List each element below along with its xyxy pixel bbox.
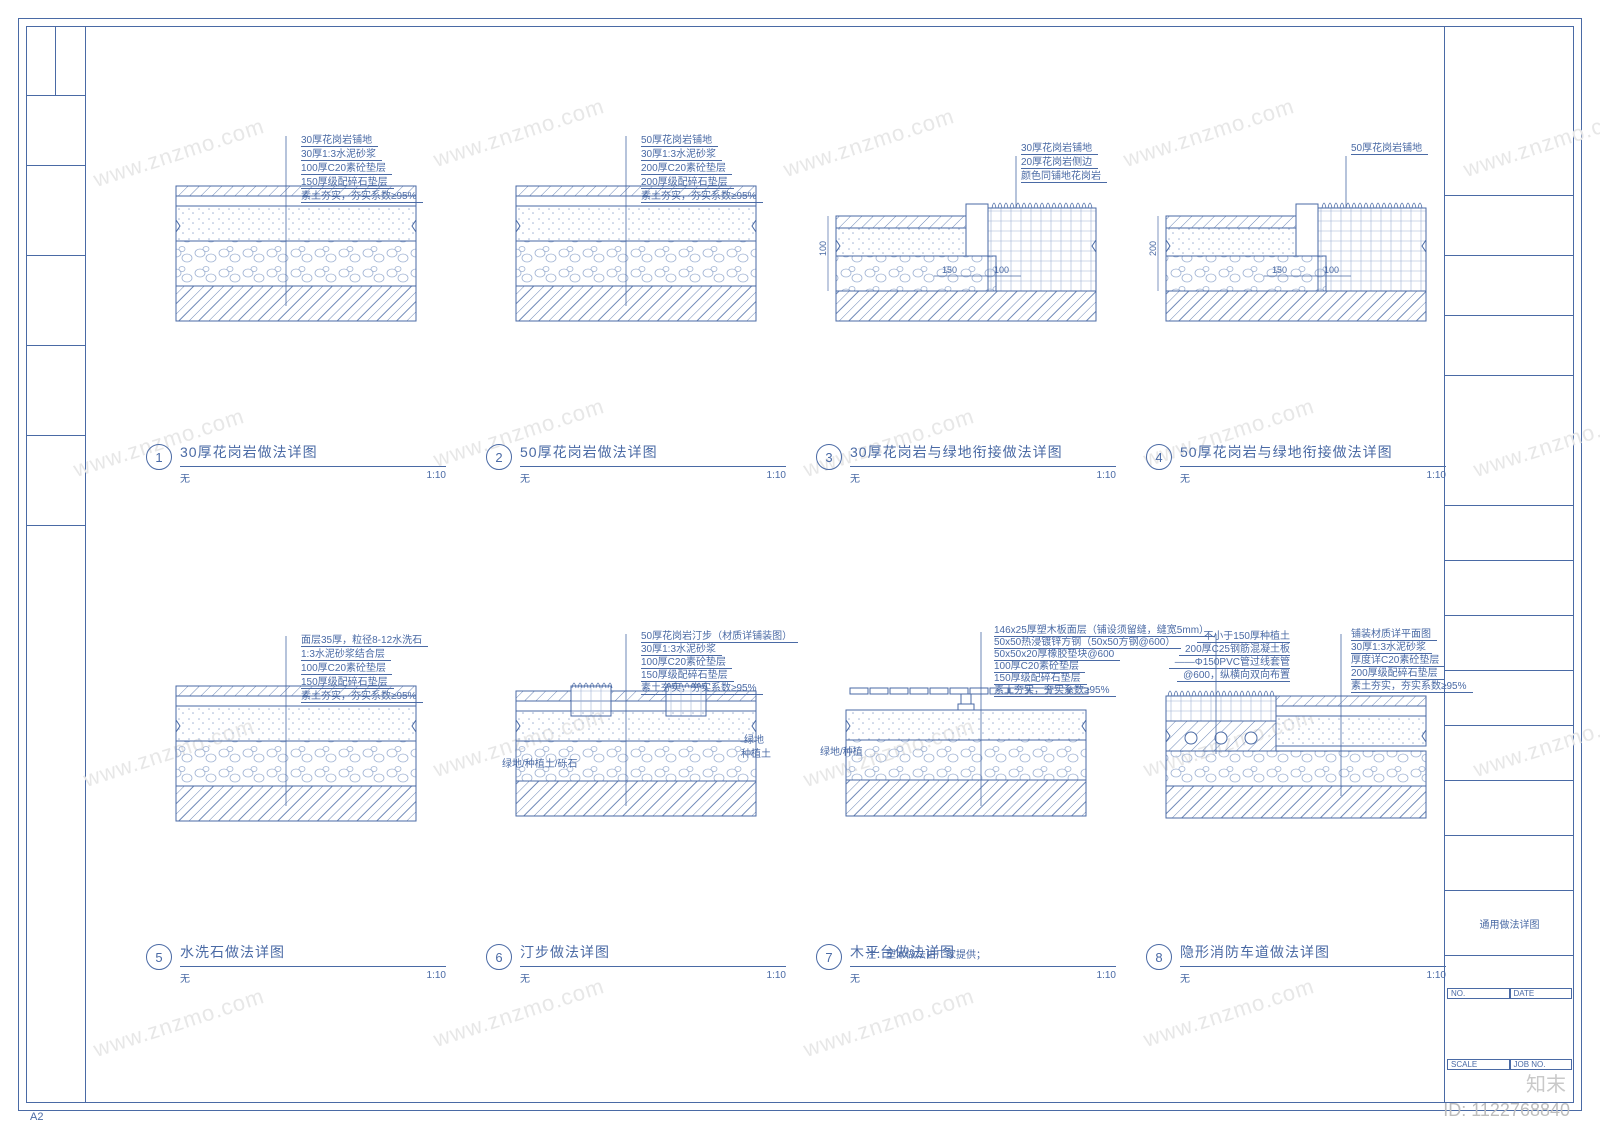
detail-5: 面层35厚，粒径8-12水洗石 1:3水泥砂浆结合层 100厚C20素砼垫层 1… — [136, 566, 456, 1006]
detail-subleft: 无 — [850, 970, 860, 985]
title-block-cell — [1445, 561, 1574, 616]
detail-6: 50厚花岗岩汀步（材质详铺装图） 30厚1:3水泥砂浆 100厚C20素砼垫层 … — [476, 566, 796, 1006]
detail-scale: 1:10 — [1097, 470, 1116, 485]
detail-scale: 1:10 — [1427, 970, 1446, 985]
svg-text:100: 100 — [994, 265, 1009, 275]
detail-7: 146x25厚塑木板面层（铺设须留缝，缝宽5mm） 50x50热浸镀锌方钢（50… — [806, 566, 1126, 1006]
left-binding-strip — [26, 26, 86, 1103]
left-strip-cell — [26, 436, 85, 526]
title-block-cell — [1445, 726, 1574, 781]
svg-text:100: 100 — [818, 241, 828, 256]
detail-3: 150 100 100 30厚花岗岩铺地 20厚花岗岩侧边 颜色同铺地花岗岩 3… — [806, 66, 1126, 506]
svg-text:150: 150 — [942, 265, 957, 275]
title-block-cell — [1445, 256, 1574, 316]
drawing-area: 30厚花岗岩铺地 30厚1:3水泥砂浆 100厚C20素砼垫层 150厚级配碎石… — [96, 46, 1430, 1083]
detail-title: 水洗石做法详图 — [180, 942, 446, 967]
drawing-sheet: 通用做法详图NO.DATESCALEJOB NO. A2 www.znzmo.c… — [0, 0, 1600, 1129]
title-block-cell — [1445, 196, 1574, 256]
section-drawing: 50厚花岗岩汀步（材质详铺装图） 30厚1:3水泥砂浆 100厚C20素砼垫层 … — [486, 626, 786, 886]
detail-scale: 1:10 — [1097, 970, 1116, 985]
detail-scale: 1:10 — [1427, 470, 1446, 485]
detail-subleft: 无 — [1180, 970, 1190, 985]
detail-title: 汀步做法详图 — [520, 942, 786, 967]
detail-number-bubble: 6 — [486, 944, 512, 970]
detail-scale: 1:10 — [427, 970, 446, 985]
detail-number-bubble: 5 — [146, 944, 172, 970]
left-strip-cell — [26, 346, 85, 436]
detail-number-bubble: 7 — [816, 944, 842, 970]
title-block-cell — [1445, 836, 1574, 891]
detail-number-bubble: 4 — [1146, 444, 1172, 470]
detail-title: 50厚花岗岩做法详图 — [520, 442, 786, 467]
detail-number-bubble: 1 — [146, 444, 172, 470]
section-drawing: 30厚花岗岩铺地 30厚1:3水泥砂浆 100厚C20素砼垫层 150厚级配碎石… — [146, 126, 446, 386]
detail-title-row: 1 30厚花岗岩做法详图 无 1:10 — [146, 442, 446, 488]
left-strip-cell — [26, 256, 85, 346]
detail-title-row: 5 水洗石做法详图 无 1:10 — [146, 942, 446, 988]
paper-size-label: A2 — [30, 1111, 43, 1123]
detail-subleft: 无 — [850, 470, 860, 485]
left-strip-cell — [26, 96, 85, 166]
detail-number-bubble: 3 — [816, 444, 842, 470]
id-stamp: ID: 1122768840 — [1443, 1100, 1570, 1121]
brand-stamp: 知末 — [1526, 1068, 1566, 1097]
title-block-cell — [1445, 376, 1574, 506]
detail-subleft: 无 — [180, 470, 190, 485]
section-drawing: 面层35厚，粒径8-12水洗石 1:3水泥砂浆结合层 100厚C20素砼垫层 1… — [146, 626, 446, 886]
detail-title-row: 6 汀步做法详图 无 1:10 — [486, 942, 786, 988]
detail-subleft: 无 — [520, 970, 530, 985]
detail-title: 50厚花岗岩与绿地衔接做法详图 — [1180, 442, 1446, 467]
detail-4: 150 100 200 50厚花岗岩铺地 4 50厚花岗岩与绿地衔接做法详图 无… — [1136, 66, 1456, 506]
detail-title-row: 4 50厚花岗岩与绿地衔接做法详图 无 1:10 — [1146, 442, 1446, 488]
footnote: 注：塑木做法由厂家提供； — [866, 946, 986, 961]
svg-text:150: 150 — [1272, 265, 1287, 275]
detail-subleft: 无 — [1180, 470, 1190, 485]
detail-scale: 1:10 — [767, 970, 786, 985]
detail-2: 50厚花岗岩铺地 30厚1:3水泥砂浆 200厚C20素砼垫层 200厚级配碎石… — [476, 66, 796, 506]
title-block-cell — [1445, 506, 1574, 561]
detail-scale: 1:10 — [767, 470, 786, 485]
detail-title: 隐形消防车道做法详图 — [1180, 942, 1446, 967]
detail-scale: 1:10 — [427, 470, 446, 485]
left-strip-cell — [26, 26, 85, 96]
title-block-cell: 通用做法详图 — [1445, 891, 1574, 956]
section-drawing: 146x25厚塑木板面层（铺设须留缝，缝宽5mm） 50x50热浸镀锌方钢（50… — [816, 626, 1116, 886]
detail-number-bubble: 2 — [486, 444, 512, 470]
section-drawing: 不小于150厚种植土 200厚C25钢筋混凝土板 ——Φ150PVC管过线套管 … — [1146, 626, 1446, 886]
title-block-cell — [1445, 26, 1574, 196]
detail-title: 30厚花岗岩做法详图 — [180, 442, 446, 467]
section-drawing: 50厚花岗岩铺地 30厚1:3水泥砂浆 200厚C20素砼垫层 200厚级配碎石… — [486, 126, 786, 386]
title-block-cell — [1445, 316, 1574, 376]
title-block-cell — [1445, 616, 1574, 671]
detail-title-row: 3 30厚花岗岩与绿地衔接做法详图 无 1:10 — [816, 442, 1116, 488]
detail-title-row: 2 50厚花岗岩做法详图 无 1:10 — [486, 442, 786, 488]
left-strip-cell — [26, 166, 85, 256]
section-drawing: 150 100 100 30厚花岗岩铺地 20厚花岗岩侧边 颜色同铺地花岗岩 — [816, 126, 1116, 386]
detail-8: 不小于150厚种植土 200厚C25钢筋混凝土板 ——Φ150PVC管过线套管 … — [1136, 566, 1456, 1006]
section-drawing: 150 100 200 50厚花岗岩铺地 — [1146, 126, 1446, 386]
detail-1: 30厚花岗岩铺地 30厚1:3水泥砂浆 100厚C20素砼垫层 150厚级配碎石… — [136, 66, 456, 506]
title-block-cell — [1445, 781, 1574, 836]
svg-text:100: 100 — [1324, 265, 1339, 275]
title-block: 通用做法详图NO.DATESCALEJOB NO. — [1444, 26, 1574, 1103]
detail-subleft: 无 — [520, 470, 530, 485]
detail-number-bubble: 8 — [1146, 944, 1172, 970]
svg-text:200: 200 — [1148, 241, 1158, 256]
detail-subleft: 无 — [180, 970, 190, 985]
detail-title: 30厚花岗岩与绿地衔接做法详图 — [850, 442, 1116, 467]
detail-title-row: 8 隐形消防车道做法详图 无 1:10 — [1146, 942, 1446, 988]
